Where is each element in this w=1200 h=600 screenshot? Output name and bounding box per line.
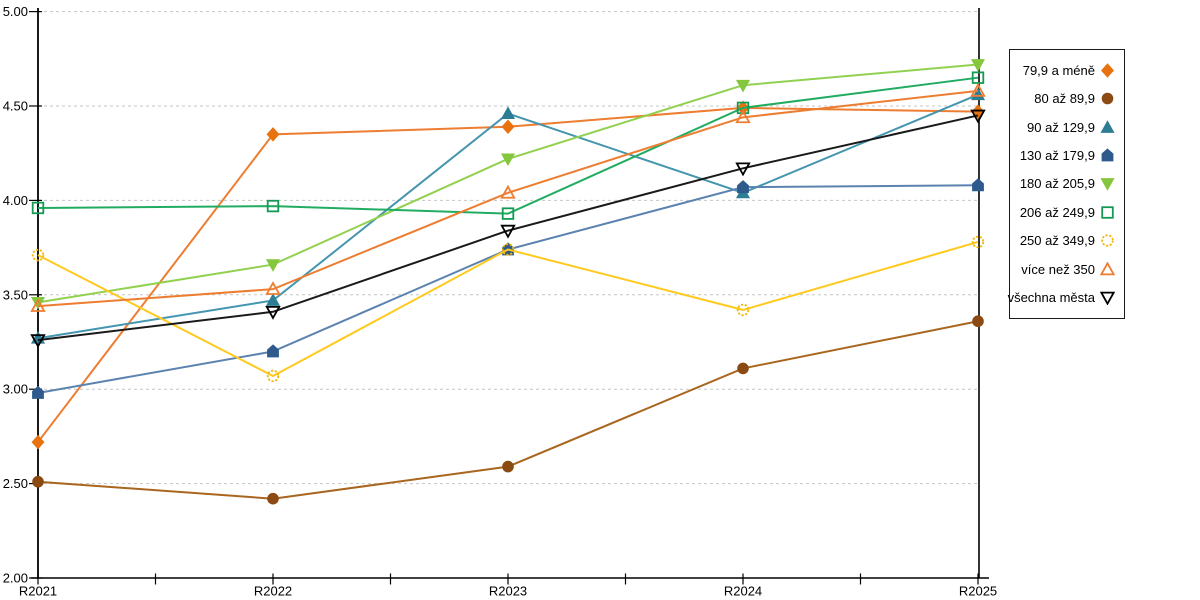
- series-marker: [737, 362, 749, 375]
- series-marker: [266, 369, 280, 383]
- series-marker: [30, 296, 46, 310]
- series-marker: [735, 109, 751, 124]
- legend-item-label: více než 350: [1021, 261, 1095, 277]
- series-4: [32, 178, 984, 399]
- circle-marker-icon: [1101, 93, 1114, 105]
- series-line: [37, 89, 979, 308]
- series-marker: [970, 82, 986, 97]
- x-tick-label: R2022: [254, 584, 292, 599]
- series-marker: [265, 281, 281, 295]
- series-marker: [737, 180, 749, 194]
- square-marker-icon: [1101, 206, 1114, 219]
- triangle-down-marker-icon: [1100, 291, 1115, 306]
- series-2: [32, 315, 984, 505]
- legend-item-label: 79,9 a méně: [1022, 62, 1095, 78]
- legend-item: 130 až 179,9: [1013, 141, 1115, 169]
- legend-item-label: 80 až 89,9: [1034, 91, 1095, 107]
- y-tick-label: 4.00: [3, 193, 28, 208]
- legend-item: 250 až 349,9: [1013, 227, 1115, 255]
- series-marker: [265, 259, 281, 272]
- series-marker: [500, 106, 516, 119]
- series-marker: [30, 298, 46, 312]
- legend-item-label: 90 až 129,9: [1027, 119, 1095, 135]
- legend-item: 180 až 205,9: [1013, 170, 1115, 198]
- series-marker: [501, 119, 515, 135]
- pentagon-marker-icon: [1101, 148, 1114, 162]
- series-marker: [267, 344, 279, 358]
- legend-item: 79,9 a méně: [1013, 56, 1115, 84]
- x-tick-label: R2023: [489, 584, 527, 599]
- series-marker: [970, 87, 986, 101]
- circle-marker-icon: [1101, 234, 1114, 247]
- series-marker: [501, 243, 515, 256]
- series-7: [31, 235, 985, 383]
- triangle-up-marker-icon: [1100, 119, 1115, 133]
- legend-item: 80 až 89,9: [1013, 85, 1115, 113]
- series-marker: [31, 434, 45, 450]
- series-8: [30, 82, 986, 312]
- diamond-marker-icon: [1101, 63, 1114, 78]
- y-tick-label: 3.00: [3, 382, 28, 397]
- legend-item-label: 250 až 349,9: [1019, 233, 1095, 249]
- series-marker: [500, 153, 516, 167]
- series-marker: [736, 303, 750, 317]
- series-line: [37, 114, 979, 342]
- legend-item-label: 130 až 179,9: [1019, 148, 1095, 164]
- series-marker: [265, 305, 281, 320]
- series-marker: [267, 492, 279, 505]
- series-marker: [32, 475, 44, 488]
- series-marker: [32, 385, 44, 399]
- series-marker: [500, 224, 516, 239]
- y-tick-label: 2.00: [3, 571, 28, 586]
- series-marker: [500, 184, 516, 199]
- series-marker: [266, 199, 280, 213]
- triangle-down-marker-icon: [1100, 178, 1115, 192]
- legend-item-label: 206 až 249,9: [1019, 204, 1095, 220]
- series-5: [30, 59, 986, 310]
- legend-item: všechna města: [1008, 283, 1115, 311]
- y-tick-label: 3.50: [3, 287, 28, 302]
- series-line: [37, 76, 979, 215]
- series-marker: [502, 460, 514, 473]
- legend-item: více než 350: [1013, 255, 1115, 283]
- legend-item: 90 až 129,9: [1013, 113, 1115, 141]
- series-marker: [501, 207, 515, 220]
- series-marker: [972, 315, 984, 328]
- series-line: [37, 184, 979, 394]
- legend-item: 206 až 249,9: [1013, 198, 1115, 226]
- series-marker: [972, 178, 984, 192]
- series-line: [37, 240, 979, 378]
- series-marker: [735, 79, 751, 93]
- series-marker: [265, 293, 281, 306]
- series-marker: [735, 162, 751, 177]
- legend-item-label: 180 až 205,9: [1019, 176, 1095, 192]
- series-6: [31, 71, 985, 220]
- y-tick-label: 4.50: [3, 99, 28, 114]
- series-marker: [970, 59, 986, 72]
- series-marker: [31, 201, 45, 215]
- series-marker: [971, 235, 985, 249]
- y-tick-label: 2.50: [3, 476, 28, 491]
- x-tick-label: R2021: [19, 584, 57, 599]
- series-marker: [971, 104, 985, 119]
- series-marker: [736, 101, 750, 115]
- series-marker: [266, 127, 280, 142]
- legend-item-label: všechna města: [1007, 290, 1095, 306]
- triangle-up-marker-icon: [1100, 261, 1115, 275]
- legend: 79,9 a méně 80 až 89,9 90 až 129,9 130 až 1…: [1008, 49, 1125, 319]
- series-marker: [30, 334, 46, 349]
- x-tick-label: R2025: [959, 584, 997, 599]
- x-tick-label: R2024: [724, 584, 762, 599]
- series-line: [37, 63, 979, 304]
- series-marker: [31, 248, 45, 262]
- y-tick-label: 5.00: [3, 4, 28, 19]
- series-marker: [970, 109, 986, 124]
- series-9: [30, 109, 986, 349]
